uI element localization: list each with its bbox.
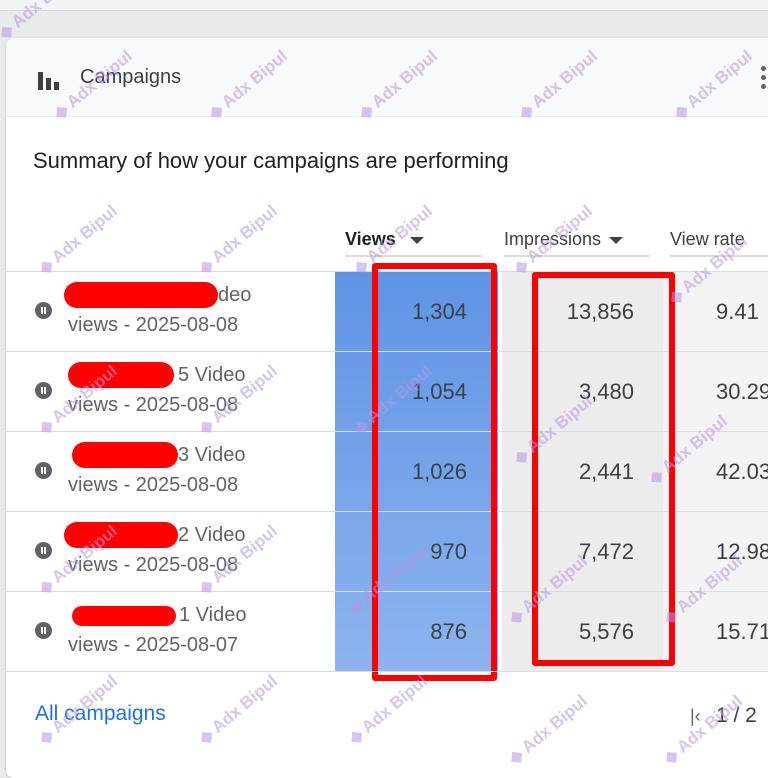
redaction-mark <box>68 362 174 388</box>
campaign-name-line2: views - 2025-08-07 <box>68 634 239 656</box>
views-value: 1,054 <box>411 379 467 404</box>
redaction-mark <box>64 282 218 308</box>
view-rate-value: 15.71 <box>716 619 768 644</box>
impressions-highlight-box <box>532 272 675 666</box>
view-rate-value: 30.29 <box>716 379 768 404</box>
campaign-name-line1: 1 Video <box>179 604 247 626</box>
column-header-impressions-label: Impressions <box>504 229 602 249</box>
impressions-value: 3,480 <box>578 379 634 404</box>
views-value: 876 <box>430 619 467 644</box>
campaign-name-line2: views - 2025-08-08 <box>68 314 239 336</box>
footer-divider <box>6 671 768 672</box>
table-row[interactable]: 3 Video views - 2025-08-08 1,026 2,441 4… <box>6 431 768 512</box>
impressions-column-shade <box>502 271 663 671</box>
pause-icon <box>35 542 52 559</box>
views-highlight-box <box>372 263 497 681</box>
campaign-name-line1: 2 Video <box>178 524 246 546</box>
sort-desc-icon <box>409 236 424 244</box>
pause-icon <box>35 382 52 399</box>
view-rate-value: 42.03 <box>716 459 768 484</box>
view-rate-value: 12.98 <box>716 539 768 564</box>
card-header: Campaigns <box>6 38 768 117</box>
bar-chart-icon <box>38 72 59 90</box>
impressions-value: 13,856 <box>566 299 634 324</box>
impressions-value: 5,576 <box>578 619 634 644</box>
impressions-value: 2,441 <box>578 459 634 484</box>
card-subtitle: Summary of how your campaigns are perfor… <box>33 148 509 173</box>
column-header-impressions[interactable]: Impressions <box>504 229 649 257</box>
table-row[interactable]: 5 Video views - 2025-08-08 1,054 3,480 3… <box>6 351 768 432</box>
views-value: 1,026 <box>411 459 467 484</box>
campaign-name-line2: views - 2025-08-08 <box>68 474 239 496</box>
views-value: 970 <box>430 539 467 564</box>
dropdown-icon <box>609 236 624 244</box>
campaign-name-line1: 3 Video <box>178 444 246 466</box>
pause-icon <box>35 462 52 479</box>
pagination-label: 1 / 2 <box>716 704 757 727</box>
impressions-value: 7,472 <box>578 539 634 564</box>
table-row[interactable]: 1 Video views - 2025-08-07 876 5,576 15.… <box>6 591 768 672</box>
redaction-mark <box>72 606 176 626</box>
column-header-view-rate[interactable]: View rate <box>670 229 768 257</box>
column-header-views-label: Views <box>345 229 396 249</box>
pause-icon <box>35 622 52 639</box>
views-value: 1,304 <box>411 299 467 324</box>
card-title: Campaigns <box>80 66 182 88</box>
pause-icon <box>35 302 52 319</box>
campaign-name-line1: deo <box>218 284 252 306</box>
campaigns-card: Campaigns Summary of how your campaigns … <box>6 38 768 778</box>
view-rate-column-shade <box>663 271 768 671</box>
campaign-name-line2: views - 2025-08-08 <box>68 394 239 416</box>
more-vert-icon[interactable] <box>758 66 768 94</box>
first-page-icon[interactable]: |‹ <box>690 706 701 726</box>
table-row[interactable]: 2 Video views - 2025-08-08 970 7,472 12.… <box>6 511 768 592</box>
redaction-mark <box>64 522 178 548</box>
all-campaigns-link[interactable]: All campaigns <box>35 702 166 725</box>
campaign-name-line2: views - 2025-08-08 <box>68 554 239 576</box>
views-column-highlight <box>335 271 498 671</box>
table-row[interactable]: deo views - 2025-08-08 1,304 13,856 9.41 <box>6 271 768 352</box>
campaign-name-line1: 5 Video <box>178 364 246 386</box>
top-bar <box>0 0 768 11</box>
column-header-views[interactable]: Views <box>345 229 481 257</box>
redaction-mark <box>72 442 178 468</box>
column-header-view-rate-label: View rate <box>670 229 745 249</box>
view-rate-value: 9.41 <box>716 299 759 324</box>
